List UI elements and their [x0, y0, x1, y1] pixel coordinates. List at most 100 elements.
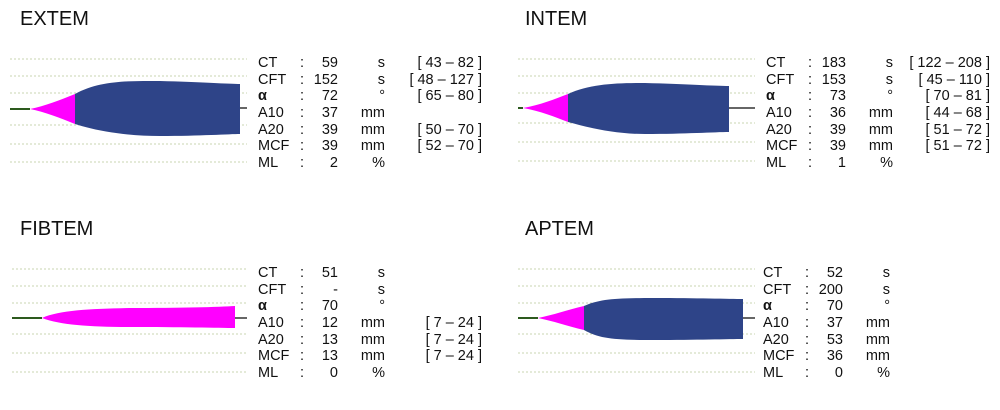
clot-firmness-area [568, 83, 729, 134]
stat-value: - [333, 281, 338, 298]
stat-unit: mm [865, 331, 890, 348]
stat-label: MCF [258, 348, 290, 365]
stat-row-a20: A20:13 mm [ 7 – 24 ] [258, 332, 488, 349]
stat-label: MCF [258, 138, 290, 155]
stat-row-a10: A10:37 mm [258, 105, 488, 122]
stat-unit: mm [360, 138, 385, 155]
stat-row-a10: A10:36 mm [ 44 – 68 ] [766, 105, 996, 122]
stat-label: A20 [258, 331, 284, 348]
stat-reference-range: [ 51 – 72 ] [925, 121, 991, 138]
stat-row-a10: A10:12 mm [ 7 – 24 ] [258, 315, 488, 332]
stat-row-mcf: MCF:13 mm [ 7 – 24 ] [258, 348, 488, 365]
panel-title: APTEM [525, 218, 594, 240]
stat-reference-range: [ 7 – 24 ] [425, 315, 482, 332]
stat-unit: mm [868, 105, 893, 122]
stat-colon: : [300, 365, 305, 382]
stat-value: 36 [829, 105, 846, 122]
stat-value: 12 [321, 315, 338, 332]
stat-unit: s [885, 55, 893, 71]
stat-unit: s [377, 265, 385, 281]
stat-value: 39 [321, 121, 338, 138]
stat-value: 59 [321, 55, 338, 71]
stat-colon: : [805, 298, 810, 315]
stat-colon: : [300, 331, 305, 348]
stat-label: A10 [763, 315, 789, 332]
stat-label: A20 [766, 121, 792, 138]
stat-label: A20 [763, 331, 789, 348]
stat-colon: : [300, 281, 305, 298]
panel-fibtem: FIBTEM CT:51 s CFT: - s α:70 ° A10:12 mm[ 7 –… [0, 210, 500, 410]
stat-row-mcf: MCF:36 mm [763, 348, 993, 365]
stat-reference-range: [ 65 – 80 ] [417, 88, 483, 105]
stat-colon: : [805, 348, 810, 365]
stat-unit: % [372, 365, 385, 382]
stat-colon: : [808, 138, 813, 155]
stat-label: CFT [258, 71, 287, 88]
stat-reference-range: [ 7 – 24 ] [425, 331, 482, 348]
stat-row-alpha: α:70 ° [763, 298, 993, 315]
stat-colon: : [300, 265, 305, 281]
stat-colon: : [808, 105, 813, 122]
stat-reference-range: [ 50 – 70 ] [417, 121, 483, 138]
stat-colon: : [808, 155, 813, 172]
stat-unit: mm [868, 121, 893, 138]
panel-extem: EXTEM CT:59 s[ 43 – 82 ] CFT:152 s[ 48 – 1… [0, 0, 500, 200]
stat-row-cft: CFT:153 s [ 45 – 110 ] [766, 72, 996, 89]
stat-label: α [258, 298, 267, 315]
stat-label: A20 [258, 121, 284, 138]
stat-unit: s [377, 281, 385, 298]
stat-unit: mm [360, 331, 385, 348]
stat-label: ML [258, 365, 279, 382]
stat-label: CT [763, 265, 783, 281]
stat-unit: ° [884, 298, 890, 315]
tem-trace-chart [518, 268, 755, 373]
stat-unit: mm [868, 138, 893, 155]
stat-row-ct: CT:51 s [258, 265, 488, 282]
stats-table: CT:59 s[ 43 – 82 ] CFT:152 s[ 48 – 127 ] α… [258, 55, 488, 172]
tem-trace-chart [12, 268, 247, 373]
stat-reference-range: [ 45 – 110 ] [918, 71, 990, 88]
stat-colon: : [805, 365, 810, 382]
stat-colon: : [300, 298, 305, 315]
stat-colon: : [805, 315, 810, 332]
stat-colon: : [805, 281, 810, 298]
stat-unit: s [882, 281, 890, 298]
stat-row-a20: A20:39 mm [ 51 – 72 ] [766, 122, 996, 139]
stat-unit: mm [360, 105, 385, 122]
stat-label: α [258, 88, 267, 105]
clot-firmness-area [75, 80, 240, 136]
stat-unit: % [877, 365, 890, 382]
stat-row-cft: CFT:152 s [ 48 – 127 ] [258, 72, 488, 89]
stat-colon: : [300, 315, 305, 332]
stat-unit: s [885, 71, 893, 88]
tem-trace-chart [10, 58, 247, 163]
grid-lines [12, 268, 247, 373]
stat-value: 70 [826, 298, 843, 315]
stat-unit: % [372, 155, 385, 172]
stat-colon: : [808, 88, 813, 105]
panel-aptem: APTEM CT:52 s CFT:200 s α:70 ° A10:37 mm A20… [505, 210, 1000, 410]
clot-firmness-area [584, 298, 743, 340]
stat-label: A10 [258, 315, 284, 332]
stat-value: 153 [821, 71, 846, 88]
stat-reference-range: [ 48 – 127 ] [409, 71, 482, 88]
stat-unit: ° [379, 298, 385, 315]
stat-label: CT [766, 55, 786, 71]
stat-row-a20: A20:53 mm [763, 332, 993, 349]
stat-label: α [763, 298, 772, 315]
stat-value: 152 [313, 71, 338, 88]
stats-table: CT:51 s CFT: - s α:70 ° A10:12 mm[ 7 – 24 ] A… [258, 265, 488, 382]
stat-unit: s [882, 265, 890, 281]
stat-unit: s [377, 71, 385, 88]
stat-label: MCF [766, 138, 798, 155]
stat-unit: s [377, 55, 385, 71]
stats-table: CT:183 s[ 122 – 208 ] CFT:153 s[ 45 – 110 … [766, 55, 996, 172]
stat-label: CFT [258, 281, 287, 298]
clot-formation-area [523, 94, 568, 122]
stat-label: CFT [766, 71, 795, 88]
stat-label: A10 [258, 105, 284, 122]
stat-value: 200 [818, 281, 843, 298]
stat-colon: : [808, 121, 813, 138]
stat-reference-range: [ 43 – 82 ] [417, 55, 483, 71]
stat-value: 70 [321, 298, 338, 315]
